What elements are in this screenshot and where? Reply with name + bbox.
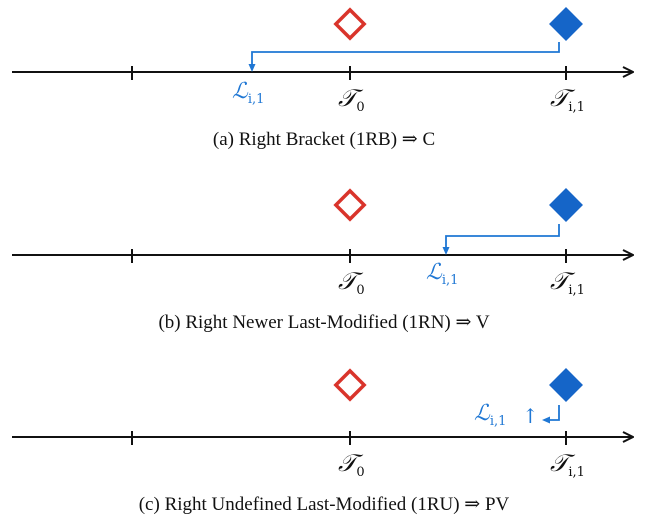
panel-c: ℒi,1 ↑ 𝒯0 𝒯i,1 (c) Right Undefined Last-… <box>12 368 632 515</box>
ti1-label: 𝒯i,1 <box>550 449 585 480</box>
ti1-label: 𝒯i,1 <box>550 84 585 115</box>
t0-label: 𝒯0 <box>338 84 365 115</box>
l-i1-label: ℒi,1 <box>232 79 264 107</box>
panel-a: ℒi,1 𝒯0 𝒯i,1 (a) Right Bracket (1RB) ⇒ C <box>12 7 632 150</box>
t0-diamond-marker <box>333 7 367 41</box>
caption-a: (a) Right Bracket (1RB) ⇒ C <box>213 129 435 150</box>
t0-label: 𝒯0 <box>338 449 365 480</box>
ti1-label: 𝒯i,1 <box>550 267 585 298</box>
caption-b: (b) Right Newer Last-Modified (1RN) ⇒ V <box>158 312 489 333</box>
ti1-diamond-marker <box>549 188 583 222</box>
t0-diamond-marker <box>333 368 367 402</box>
panel-b: ℒi,1 𝒯0 𝒯i,1 (b) Right Newer Last-Modifi… <box>12 188 632 333</box>
ti1-diamond-marker <box>549 7 583 41</box>
l-i1-label: ℒi,1 <box>426 260 458 288</box>
t0-diamond-marker <box>333 188 367 222</box>
last-modified-bracket <box>248 42 560 72</box>
arrow-up-symbol: ↑ <box>522 404 539 428</box>
t0-label: 𝒯0 <box>338 267 365 298</box>
ti1-diamond-marker <box>549 368 583 402</box>
l-i1-label: ℒi,1 <box>474 401 506 429</box>
last-modified-bracket <box>442 224 560 255</box>
last-modified-bracket <box>542 405 560 424</box>
caption-c: (c) Right Undefined Last-Modified (1RU) … <box>139 494 510 515</box>
